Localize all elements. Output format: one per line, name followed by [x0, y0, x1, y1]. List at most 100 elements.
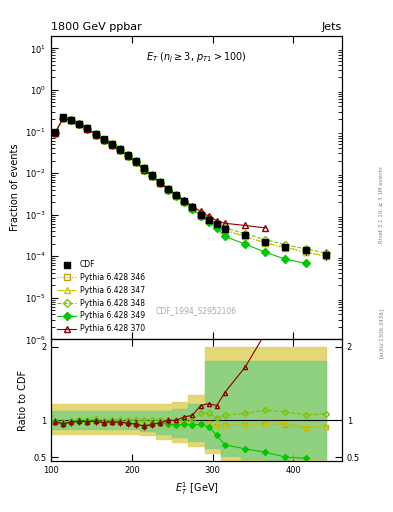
Pythia 6.428 347 — [283, 244, 288, 250]
Pythia 6.428 349 — [303, 260, 308, 266]
Pythia 6.428 346 — [174, 193, 179, 199]
Text: $E_T$ ($n_j \geq 3$, $p_{T1}>100$): $E_T$ ($n_j \geq 3$, $p_{T1}>100$) — [146, 51, 247, 66]
Pythia 6.428 370 — [69, 117, 73, 123]
Pythia 6.428 370 — [118, 147, 122, 153]
Pythia 6.428 349 — [158, 180, 163, 186]
Pythia 6.428 349 — [190, 205, 195, 211]
Pythia 6.428 346 — [77, 121, 82, 127]
Line: Pythia 6.428 346: Pythia 6.428 346 — [52, 115, 329, 259]
Pythia 6.428 348 — [206, 215, 211, 221]
Pythia 6.428 370 — [214, 218, 219, 224]
Pythia 6.428 370 — [182, 197, 187, 203]
Pythia 6.428 347 — [109, 142, 114, 148]
Pythia 6.428 370 — [93, 132, 98, 138]
Pythia 6.428 348 — [222, 225, 227, 231]
Pythia 6.428 347 — [69, 117, 73, 123]
Pythia 6.428 349 — [93, 132, 98, 138]
Pythia 6.428 347 — [198, 212, 203, 219]
Pythia 6.428 348 — [158, 179, 163, 185]
Pythia 6.428 348 — [283, 242, 288, 248]
Pythia 6.428 370 — [53, 130, 57, 136]
Pythia 6.428 348 — [134, 158, 138, 164]
Pythia 6.428 346 — [323, 253, 328, 259]
Pythia 6.428 346 — [109, 142, 114, 148]
Pythia 6.428 370 — [242, 222, 247, 228]
Pythia 6.428 346 — [53, 130, 57, 136]
Pythia 6.428 347 — [303, 249, 308, 255]
Pythia 6.428 346 — [198, 212, 203, 219]
Pythia 6.428 346 — [303, 249, 308, 255]
Pythia 6.428 348 — [214, 220, 219, 226]
Pythia 6.428 347 — [158, 180, 163, 186]
Pythia 6.428 370 — [61, 115, 66, 121]
Pythia 6.428 370 — [134, 159, 138, 165]
Pythia 6.428 347 — [206, 218, 211, 224]
Pythia 6.428 347 — [150, 173, 154, 179]
Pythia 6.428 346 — [85, 125, 90, 132]
Pythia 6.428 370 — [150, 173, 154, 179]
Pythia 6.428 349 — [109, 142, 114, 148]
Pythia 6.428 347 — [125, 153, 130, 159]
Pythia 6.428 349 — [61, 115, 66, 121]
Pythia 6.428 348 — [85, 125, 90, 131]
Pythia 6.428 346 — [158, 180, 163, 186]
Pythia 6.428 346 — [93, 132, 98, 138]
Pythia 6.428 346 — [283, 245, 288, 251]
Pythia 6.428 370 — [77, 121, 82, 127]
Pythia 6.428 347 — [222, 227, 227, 233]
Pythia 6.428 349 — [222, 233, 227, 240]
Text: 1800 GeV ppbar: 1800 GeV ppbar — [51, 23, 142, 32]
Pythia 6.428 347 — [77, 121, 82, 127]
Pythia 6.428 370 — [198, 208, 203, 215]
Pythia 6.428 348 — [118, 146, 122, 153]
Pythia 6.428 348 — [303, 246, 308, 252]
Pythia 6.428 346 — [166, 186, 171, 193]
Pythia 6.428 349 — [263, 249, 268, 255]
Line: Pythia 6.428 348: Pythia 6.428 348 — [52, 115, 329, 255]
Pythia 6.428 348 — [53, 130, 57, 136]
Pythia 6.428 370 — [101, 137, 106, 143]
Pythia 6.428 346 — [141, 167, 146, 173]
Pythia 6.428 346 — [190, 205, 195, 211]
Pythia 6.428 348 — [125, 152, 130, 158]
Pythia 6.428 370 — [158, 180, 163, 186]
Pythia 6.428 346 — [69, 117, 73, 123]
Pythia 6.428 347 — [53, 130, 57, 136]
Text: [arXiv:1306.3436]: [arXiv:1306.3436] — [379, 308, 384, 358]
Pythia 6.428 348 — [69, 117, 73, 123]
Pythia 6.428 370 — [222, 220, 227, 226]
Pythia 6.428 348 — [242, 230, 247, 237]
Pythia 6.428 347 — [263, 240, 268, 246]
Pythia 6.428 347 — [134, 159, 138, 165]
Pythia 6.428 349 — [283, 256, 288, 262]
Pythia 6.428 346 — [134, 159, 138, 165]
Y-axis label: Ratio to CDF: Ratio to CDF — [18, 370, 28, 431]
Pythia 6.428 349 — [206, 219, 211, 225]
Pythia 6.428 348 — [77, 121, 82, 127]
Line: Pythia 6.428 370: Pythia 6.428 370 — [52, 115, 268, 231]
Pythia 6.428 346 — [61, 115, 66, 121]
Pythia 6.428 347 — [85, 125, 90, 132]
Pythia 6.428 370 — [85, 125, 90, 132]
Text: Jets: Jets — [321, 23, 342, 32]
Pythia 6.428 349 — [134, 159, 138, 165]
Pythia 6.428 348 — [93, 131, 98, 137]
Pythia 6.428 347 — [118, 147, 122, 153]
Pythia 6.428 348 — [182, 198, 187, 204]
Pythia 6.428 348 — [101, 137, 106, 143]
Pythia 6.428 347 — [101, 137, 106, 143]
Pythia 6.428 370 — [263, 225, 268, 231]
Pythia 6.428 349 — [125, 153, 130, 159]
Pythia 6.428 349 — [198, 212, 203, 219]
Pythia 6.428 346 — [242, 233, 247, 240]
Legend: CDF, Pythia 6.428 346, Pythia 6.428 347, Pythia 6.428 348, Pythia 6.428 349, Pyt: CDF, Pythia 6.428 346, Pythia 6.428 347,… — [55, 258, 147, 335]
Pythia 6.428 349 — [53, 130, 57, 136]
Pythia 6.428 349 — [174, 193, 179, 199]
Pythia 6.428 346 — [214, 222, 219, 228]
Line: Pythia 6.428 349: Pythia 6.428 349 — [52, 115, 309, 266]
Pythia 6.428 346 — [263, 240, 268, 246]
Pythia 6.428 348 — [141, 165, 146, 172]
X-axis label: $E_T^1$ [GeV]: $E_T^1$ [GeV] — [174, 480, 219, 497]
Pythia 6.428 348 — [198, 210, 203, 216]
Pythia 6.428 347 — [174, 193, 179, 199]
